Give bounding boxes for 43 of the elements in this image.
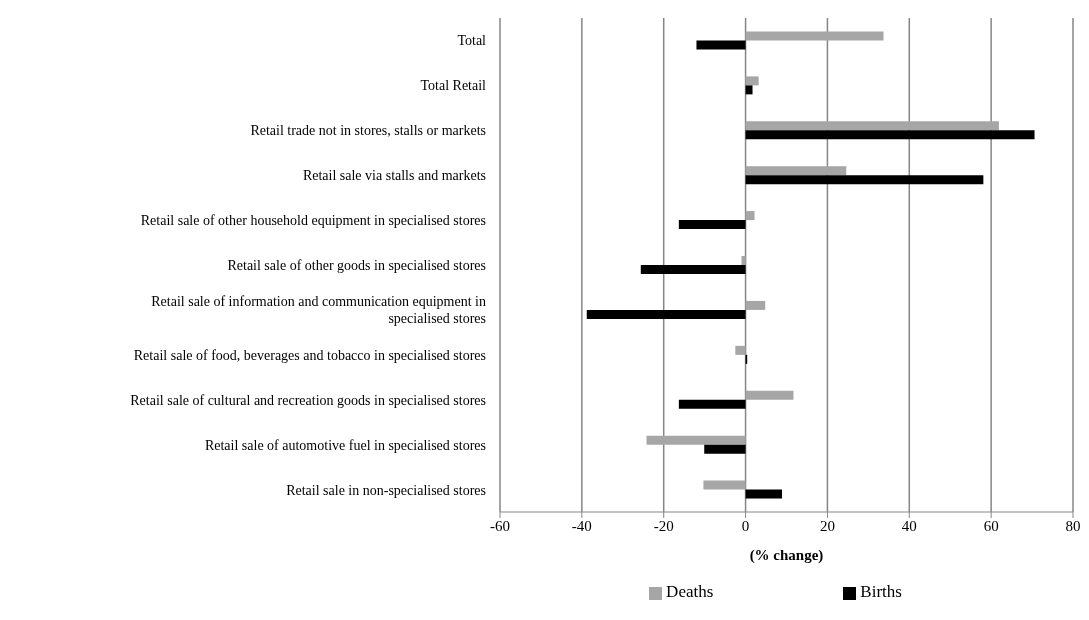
x-tick-label: -60 <box>490 517 510 534</box>
bar <box>745 121 999 131</box>
bar <box>745 489 782 499</box>
bar <box>703 480 746 490</box>
x-tick-label: 40 <box>901 517 917 534</box>
x-axis-title: (% change) <box>749 547 824 564</box>
bar <box>678 220 746 230</box>
bar <box>745 175 984 185</box>
bar <box>745 85 753 95</box>
bar <box>745 166 847 176</box>
x-tick-label: -20 <box>653 517 674 534</box>
bar <box>741 256 746 266</box>
x-tick-label: 80 <box>1065 517 1081 534</box>
bar <box>586 309 746 319</box>
x-tick-label: 0 <box>741 517 750 534</box>
x-tick-label: 20 <box>819 517 835 534</box>
x-tick-label: 60 <box>983 517 999 534</box>
bar <box>745 211 755 221</box>
bar <box>696 40 746 50</box>
y-tick-label: Retail sale of information and communication equipment in specialised stores <box>151 293 486 326</box>
bar <box>745 76 759 86</box>
y-tick-label: Retail sale of other household equipment in specialised stores <box>140 212 486 228</box>
y-tick-label: Retail sale in non-specialised stores <box>286 482 486 498</box>
y-tick-label: Retail sale of automotive fuel in specialised stores <box>204 437 486 453</box>
bar <box>735 345 746 355</box>
bar <box>678 399 746 409</box>
bar <box>745 31 884 41</box>
bar <box>745 300 766 310</box>
bar <box>646 435 746 445</box>
legend-label: Births <box>860 582 902 601</box>
bar <box>704 444 746 454</box>
legend-label: Deaths <box>666 582 714 601</box>
bar <box>640 265 746 275</box>
bar <box>745 390 794 400</box>
y-tick-label: Retail trade not in stores, stalls or markets <box>250 122 486 138</box>
y-tick-label: Retail sale via stalls and markets <box>302 167 486 183</box>
y-tick-label: Total Retail <box>420 77 487 93</box>
y-tick-label: Retail sale of food, beverages and tobacco in specialised stores <box>133 347 486 363</box>
y-tick-label: Retail sale of other goods in specialised stores <box>227 257 486 273</box>
x-tick-label: -40 <box>571 517 592 534</box>
y-tick-label: Total <box>457 32 487 48</box>
y-tick-label: Retail sale of cultural and recreation goods in specialised stores <box>130 392 486 408</box>
bar <box>745 130 1035 140</box>
